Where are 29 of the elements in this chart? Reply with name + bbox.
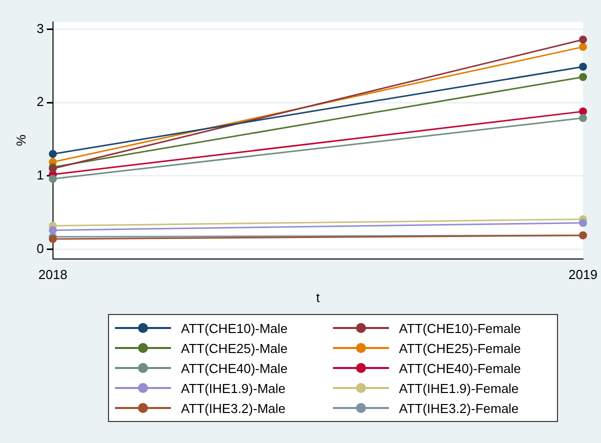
legend-label: ATT(CHE25)-Male (181, 340, 288, 356)
y-tick-label: 1 (36, 168, 44, 183)
y-tick-label: 0 (36, 240, 44, 256)
point (48, 235, 57, 244)
point (579, 107, 587, 116)
legend-label: ATT(CHE40)-Female (399, 360, 521, 376)
point (579, 72, 587, 81)
legend-label: ATT(IHE3.2)-Male (181, 400, 286, 416)
y-tick-label: 2 (36, 94, 44, 110)
y-tick-label: 3 (36, 20, 44, 36)
legend-label: ATT(IHE3.2)-Female (399, 400, 519, 416)
point (579, 218, 587, 227)
legend-label: ATT(IHE1.9)-Male (181, 380, 286, 396)
legend-label: ATT(IHE1.9)-Female (399, 380, 519, 396)
x-tick-label: 2019 (568, 267, 598, 282)
point (579, 114, 587, 122)
x-tick-label: 2018 (38, 267, 68, 282)
y-axis-title: % (13, 134, 28, 146)
point (48, 150, 57, 158)
point (579, 62, 587, 71)
legend-label: ATT(CHE25)-Female (399, 340, 521, 356)
point (48, 174, 57, 183)
x-axis-title: t (316, 290, 320, 305)
point (48, 226, 57, 234)
point (579, 42, 587, 51)
legend-label: ATT(CHE10)-Female (399, 320, 521, 336)
point (579, 36, 587, 44)
legend-label: ATT(CHE40)-Male (181, 360, 288, 376)
legend-label: ATT(CHE10)-Male (181, 320, 288, 336)
